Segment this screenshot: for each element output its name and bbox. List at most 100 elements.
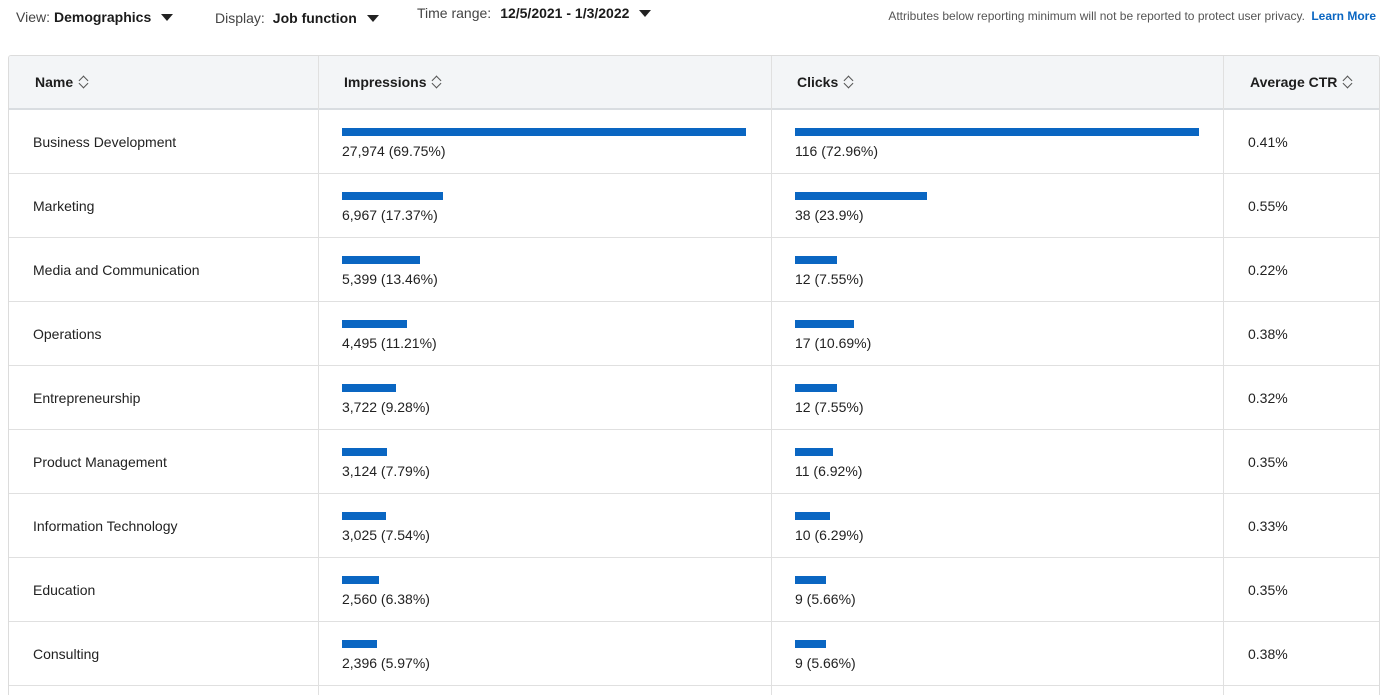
impressions-bar (342, 128, 746, 136)
impressions-cell: 3,124 (7.79%) (318, 430, 771, 494)
impressions-bar (342, 448, 387, 456)
job-function-name: Education (33, 582, 96, 598)
clicks-cell: 12 (7.55%) (771, 366, 1223, 430)
caret-down-icon (366, 14, 379, 22)
name-cell: Information Technology (9, 494, 318, 558)
table-row: Business Development 27,974 (69.75%) 116 (… (9, 110, 1379, 174)
table-row: Consulting 2,396 (5.97%) 9 (5.66%) 0.38% (9, 622, 1379, 686)
table-row: Product Management 3,124 (7.79%) 11 (6.92%… (9, 430, 1379, 494)
impressions-cell: 4,495 (11.21%) (318, 302, 771, 366)
average-ctr-value: 0.32% (1248, 390, 1288, 406)
job-function-name: Marketing (33, 198, 95, 214)
clicks-bar (795, 512, 830, 520)
table-row: Entrepreneurship 3,722 (9.28%) 12 (7.55%) 0… (9, 366, 1379, 430)
name-cell: Business Development (9, 110, 318, 174)
sort-icon (844, 75, 854, 89)
name-cell: Operations (9, 302, 318, 366)
name-cell: Consulting (9, 622, 318, 686)
job-function-name: Product Management (33, 454, 167, 470)
job-function-name: Information Technology (33, 518, 178, 534)
impressions-bar (342, 320, 407, 328)
learn-more-link[interactable]: Learn More (1311, 9, 1376, 23)
impressions-cell: 2,396 (5.97%) (318, 622, 771, 686)
display-filter-value: Job function (272, 10, 357, 26)
job-function-name: Business Development (33, 134, 177, 150)
clicks-bar (795, 448, 833, 456)
impressions-value: 3,722 (9.28%) (342, 399, 430, 415)
clicks-value: 116 (72.96%) (795, 143, 879, 159)
name-cell: Product Management (9, 430, 318, 494)
ctr-cell: 0.35% (1223, 558, 1379, 622)
display-filter-dropdown[interactable]: Display: Job function (215, 10, 379, 26)
column-divider (318, 56, 319, 695)
impressions-value: 3,025 (7.54%) (342, 527, 430, 543)
impressions-bar (342, 256, 420, 264)
clicks-column-header[interactable]: Clicks (797, 56, 854, 108)
ctr-column-header[interactable]: Average CTR (1250, 56, 1353, 108)
time-range-value: 12/5/2021 - 1/3/2022 (500, 5, 630, 21)
ctr-cell: 0.38% (1223, 302, 1379, 366)
table-row: Marketing 6,967 (17.37%) 38 (23.9%) 0.55% (9, 174, 1379, 238)
clicks-cell: 9 (5.66%) (771, 558, 1223, 622)
table-row: Operations 4,495 (11.21%) 17 (10.69%) 0.38% (9, 302, 1379, 366)
impressions-value: 5,399 (13.46%) (342, 271, 438, 287)
ctr-cell: 0.41% (1223, 110, 1379, 174)
impressions-value: 2,396 (5.97%) (342, 655, 430, 671)
impressions-cell: 6,967 (17.37%) (318, 174, 771, 238)
job-function-name: Consulting (33, 646, 100, 662)
ctr-cell: 0.55% (1223, 174, 1379, 238)
table-header: Name Impressions Clicks Average CTR (9, 56, 1379, 110)
view-filter-label: View: (16, 9, 50, 25)
average-ctr-value: 0.22% (1248, 262, 1288, 278)
sort-icon (432, 75, 442, 89)
average-ctr-value: 0.38% (1248, 326, 1288, 342)
clicks-cell: 11 (6.92%) (771, 430, 1223, 494)
ctr-cell: 0.33% (1223, 494, 1379, 558)
clicks-bar (795, 128, 1199, 136)
name-header-label: Name (35, 74, 74, 90)
caret-down-icon (161, 13, 174, 21)
clicks-value: 17 (10.69%) (795, 335, 872, 351)
impressions-cell: 27,974 (69.75%) (318, 110, 771, 174)
clicks-bar (795, 320, 854, 328)
table-row: Media and Communication 5,399 (13.46%) 12 … (9, 238, 1379, 302)
caret-down-icon (639, 9, 652, 17)
impressions-cell: 3,722 (9.28%) (318, 366, 771, 430)
ctr-cell: 0.22% (1223, 238, 1379, 302)
sort-icon (79, 75, 89, 89)
column-divider (1223, 56, 1224, 695)
ctr-cell: 0.38% (1223, 622, 1379, 686)
display-filter-label: Display: (215, 10, 265, 26)
clicks-cell: 116 (72.96%) (771, 110, 1223, 174)
impressions-value: 6,967 (17.37%) (342, 207, 438, 223)
clicks-value: 10 (6.29%) (795, 527, 864, 543)
impressions-column-header[interactable]: Impressions (344, 56, 442, 108)
impressions-cell: 5,399 (13.46%) (318, 238, 771, 302)
view-filter-value: Demographics (53, 9, 152, 25)
clicks-cell: 38 (23.9%) (771, 174, 1223, 238)
job-function-name: Operations (33, 326, 102, 342)
clicks-cell: 10 (6.29%) (771, 494, 1223, 558)
time-range-dropdown[interactable]: Time range: 12/5/2021 - 1/3/2022 (417, 5, 652, 21)
view-filter-dropdown[interactable]: View: Demographics (16, 9, 174, 25)
impressions-bar (342, 384, 396, 392)
average-ctr-value: 0.55% (1248, 198, 1288, 214)
ctr-cell: 0.32% (1223, 366, 1379, 430)
impressions-cell: 2,560 (6.38%) (318, 558, 771, 622)
clicks-bar (795, 192, 927, 200)
job-function-name: Entrepreneurship (33, 390, 141, 406)
privacy-note: Attributes below reporting minimum will … (888, 9, 1376, 23)
impressions-value: 2,560 (6.38%) (342, 591, 430, 607)
name-column-header[interactable]: Name (35, 56, 89, 108)
average-ctr-value: 0.41% (1248, 134, 1288, 150)
demographics-table: Name Impressions Clicks Average CTR Busi… (8, 55, 1380, 695)
clicks-value: 12 (7.55%) (795, 271, 864, 287)
clicks-bar (795, 640, 826, 648)
average-ctr-value: 0.35% (1248, 454, 1288, 470)
table-row: Information Technology 3,025 (7.54%) 10 (6… (9, 494, 1379, 558)
impressions-value: 27,974 (69.75%) (342, 143, 446, 159)
average-ctr-value: 0.33% (1248, 518, 1288, 534)
clicks-cell: 17 (10.69%) (771, 302, 1223, 366)
clicks-value: 11 (6.92%) (795, 463, 863, 479)
table-row: Education 2,560 (6.38%) 9 (5.66%) 0.35% (9, 558, 1379, 622)
